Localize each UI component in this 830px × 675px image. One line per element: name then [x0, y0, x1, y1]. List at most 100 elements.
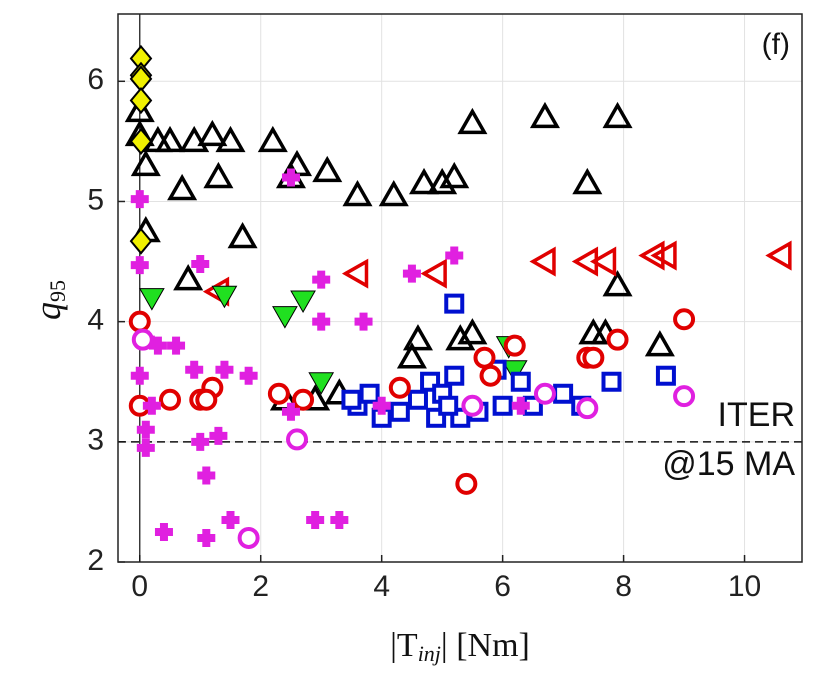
data-point: [409, 167, 440, 195]
data-point: [582, 346, 605, 369]
x-tick-label: 4: [373, 570, 390, 603]
data-point: [139, 288, 165, 311]
data-point: [239, 366, 258, 385]
data-point: [402, 324, 433, 351]
data-point: [136, 420, 155, 439]
data-point: [159, 388, 182, 411]
data-point: [173, 264, 204, 291]
data-point: [553, 383, 574, 404]
data-point: [211, 285, 238, 309]
data-point: [257, 125, 288, 153]
data-point: [130, 190, 149, 209]
data-point: [644, 330, 675, 357]
data-point: [402, 264, 421, 283]
data-point: [308, 372, 335, 395]
data-point: [142, 396, 161, 415]
data-point: [457, 318, 488, 345]
data-point: [510, 371, 531, 392]
data-point: [444, 365, 465, 386]
x-tick-label: 8: [615, 570, 632, 603]
data-point: [372, 396, 391, 415]
data-point: [312, 155, 343, 183]
x-tick-label: 10: [728, 570, 761, 603]
data-point: [503, 334, 526, 357]
data-point: [501, 360, 528, 383]
data-point: [221, 510, 240, 529]
data-point: [154, 125, 186, 153]
data-point: [209, 426, 228, 445]
data-point: [286, 428, 309, 451]
data-point: [136, 438, 155, 457]
data-point: [179, 125, 210, 153]
data-point: [601, 371, 622, 392]
data-point: [191, 254, 210, 273]
data-point: [130, 149, 161, 177]
data-point: [589, 246, 617, 277]
data-point: [227, 221, 258, 249]
data-point: [342, 179, 373, 207]
x-label-part: |T: [390, 627, 418, 664]
data-point: [215, 360, 234, 379]
x-label-part: | [Nm]: [441, 627, 530, 664]
data-point: [341, 389, 362, 410]
data-point: [638, 240, 665, 271]
data-point: [445, 324, 476, 351]
data-point: [529, 101, 560, 129]
data-point: [602, 101, 633, 129]
data-point: [673, 308, 696, 331]
data-point: [445, 246, 464, 265]
data-point: [292, 388, 315, 411]
panel-label: (f): [762, 28, 790, 61]
iter-label: ITER: [718, 396, 795, 434]
data-point: [388, 376, 411, 399]
y-label-sub: 95: [45, 280, 70, 302]
data-point: [473, 346, 496, 369]
data-point: [191, 432, 210, 451]
data-point: [130, 366, 149, 385]
data-point: [312, 312, 331, 331]
data-point: [655, 365, 676, 386]
data-point: [606, 328, 629, 351]
data-point: [306, 510, 325, 529]
data-point: [407, 389, 428, 410]
y-tick-label: 5: [87, 183, 104, 216]
data-point: [330, 510, 349, 529]
data-point: [479, 364, 502, 387]
data-point: [267, 382, 290, 405]
data-point: [197, 528, 216, 547]
data-point: [237, 526, 260, 549]
data-point: [312, 270, 331, 289]
data-point: [438, 395, 459, 416]
x-tick-label: 0: [131, 570, 148, 603]
data-point: [131, 328, 154, 351]
data-point: [203, 161, 234, 189]
iter-current-label: @15 MA: [662, 445, 795, 483]
data-point: [576, 397, 599, 420]
data-point: [359, 383, 380, 404]
plot-frame: [117, 13, 803, 563]
y-label-base: q: [28, 302, 68, 320]
y-axis-label: q95: [28, 280, 70, 320]
y-tick-label: 2: [87, 544, 104, 577]
data-point: [533, 382, 556, 405]
data-point: [129, 127, 153, 155]
data-point: [128, 310, 151, 333]
data-point: [572, 167, 603, 195]
x-axis-label: |Tinj| [Nm]: [390, 627, 530, 666]
data-point: [154, 522, 173, 541]
data-point: [511, 396, 530, 415]
data-point: [354, 312, 373, 331]
data-point: [439, 161, 470, 189]
data-point: [457, 107, 488, 135]
data-point: [396, 342, 427, 369]
y-tick-label: 4: [87, 304, 104, 337]
x-label-sub: inj: [418, 641, 441, 666]
data-point: [290, 290, 316, 314]
data-point: [529, 246, 556, 277]
data-point: [461, 394, 484, 417]
x-tick-label: 6: [494, 570, 511, 603]
data-point: [389, 401, 410, 422]
data-point: [427, 167, 458, 195]
data-point: [148, 336, 167, 355]
